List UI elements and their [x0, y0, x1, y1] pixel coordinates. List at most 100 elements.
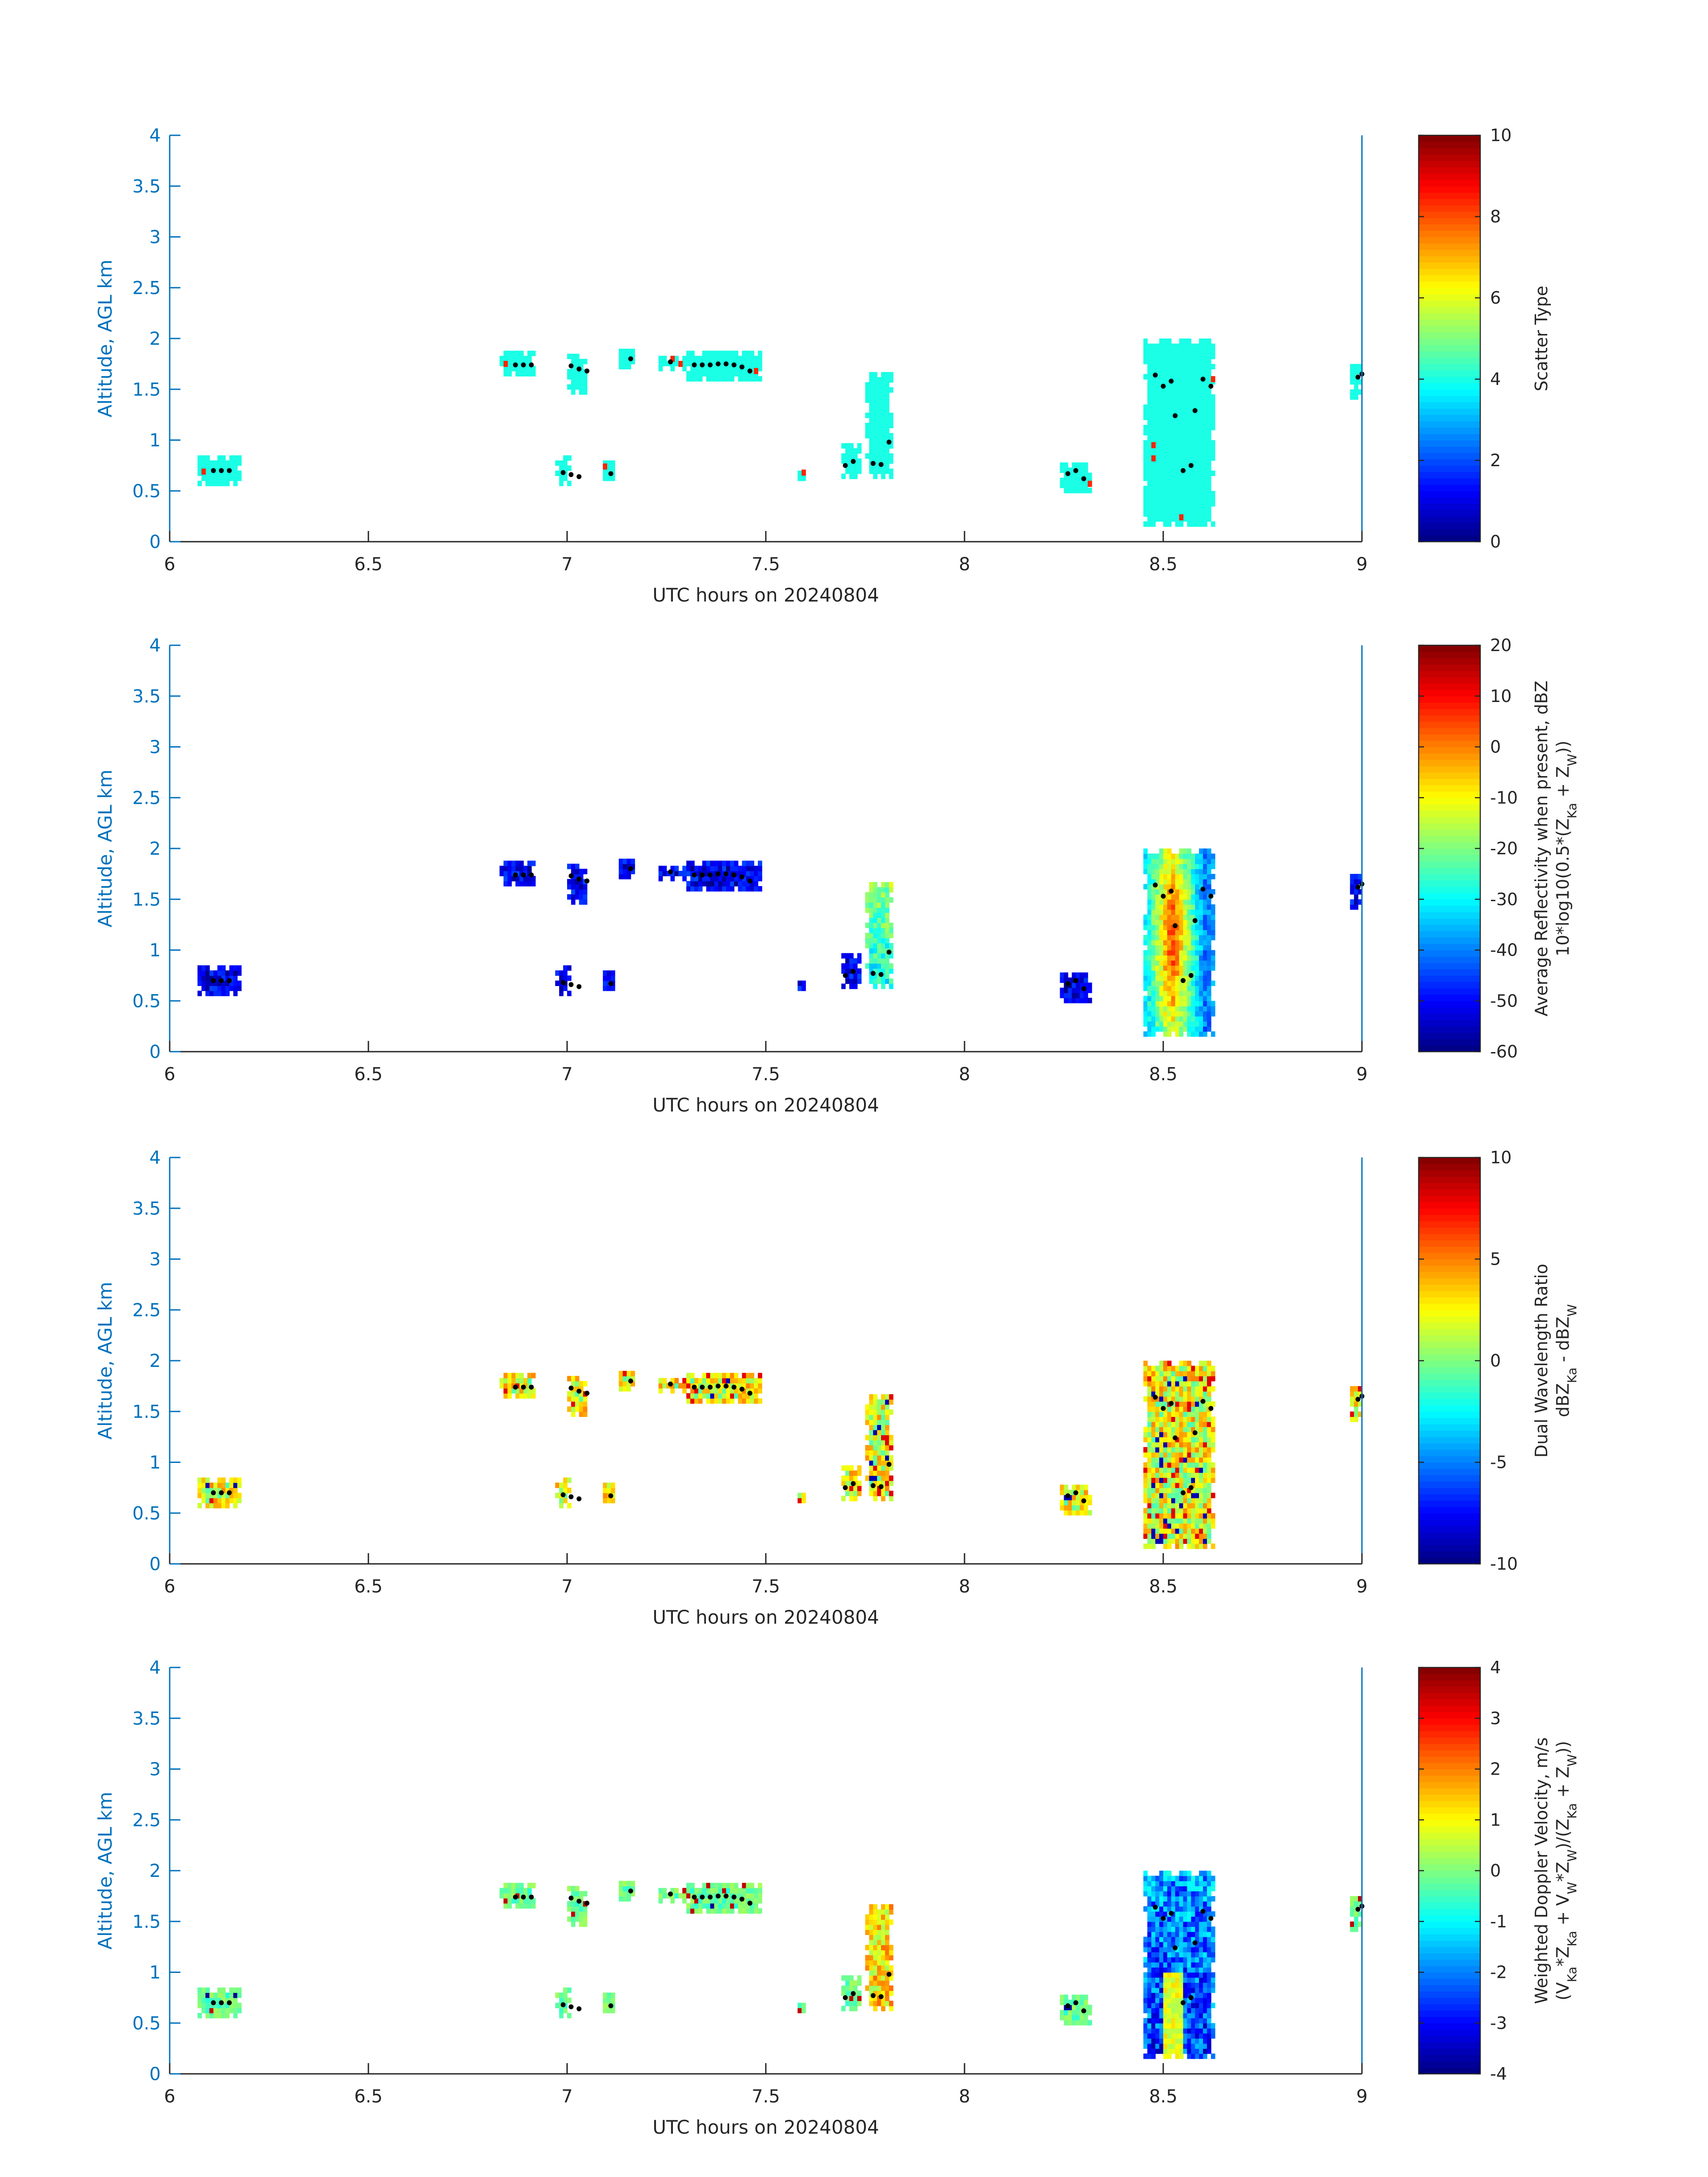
data-cell	[690, 876, 695, 882]
data-cell	[877, 382, 881, 388]
data-cell	[802, 469, 806, 476]
data-cell	[1163, 1896, 1168, 1902]
data-cell	[722, 1378, 727, 1383]
data-cell	[1163, 1426, 1168, 1433]
data-cell	[1163, 1498, 1168, 1504]
data-cell	[889, 943, 894, 949]
data-cell	[201, 1488, 206, 1493]
data-cell	[1183, 950, 1188, 956]
data-cell	[1167, 450, 1172, 456]
data-cell	[1155, 1942, 1160, 1947]
data-cell	[750, 871, 755, 877]
data-cell	[881, 1470, 885, 1476]
data-cell	[742, 351, 747, 356]
data-cell	[1159, 1391, 1164, 1397]
marker-dot	[851, 459, 856, 464]
data-cell	[873, 1496, 877, 1501]
data-cell	[225, 1483, 230, 1488]
data-cell	[857, 978, 862, 984]
data-cell	[706, 1388, 711, 1394]
data-cell	[1151, 889, 1156, 895]
data-cell	[881, 1995, 885, 2001]
data-cell	[527, 351, 532, 356]
data-cell	[1191, 1391, 1195, 1397]
data-cell	[865, 428, 870, 434]
data-cell	[1187, 1503, 1192, 1508]
data-cell	[1163, 1931, 1168, 1937]
data-cell	[1195, 1962, 1199, 1968]
data-cell	[1187, 2008, 1192, 2014]
data-cell	[197, 1997, 202, 2003]
data-cell	[1171, 1406, 1176, 1412]
data-cell	[1159, 940, 1164, 945]
data-cell	[618, 1386, 623, 1392]
data-cell	[1187, 2038, 1192, 2044]
data-cell	[1358, 1411, 1362, 1417]
data-cell	[1147, 935, 1152, 940]
data-cell	[742, 1378, 747, 1383]
colorbar-swatch	[1419, 734, 1480, 741]
data-cell	[1064, 2005, 1069, 2010]
data-cell	[1211, 965, 1215, 971]
data-cell	[563, 465, 568, 471]
data-cell	[515, 1373, 520, 1379]
data-cell	[519, 1378, 524, 1383]
data-cell	[686, 1903, 691, 1909]
data-cell	[1183, 940, 1188, 945]
data-cell	[873, 1919, 877, 1925]
data-cell	[1187, 450, 1192, 456]
data-cell	[1064, 1999, 1069, 2006]
colorbar-swatch	[1419, 389, 1480, 396]
data-cell	[237, 970, 242, 976]
data-cell	[583, 1921, 588, 1927]
data-cell	[869, 897, 874, 903]
data-cell	[1183, 2008, 1188, 2014]
data-cell	[1195, 374, 1199, 380]
data-cell	[1143, 1947, 1148, 1952]
data-cell	[873, 372, 877, 378]
data-cell	[1203, 1891, 1207, 1897]
data-cell	[738, 1903, 743, 1909]
data-cell	[527, 881, 532, 886]
colorbar-swatch	[1419, 721, 1480, 728]
data-cell	[631, 1886, 635, 1892]
data-cell	[845, 1975, 850, 1981]
data-cell	[873, 882, 877, 888]
data-cell	[734, 1893, 739, 1899]
data-cell	[575, 1906, 580, 1912]
marker-dot	[700, 1384, 705, 1390]
data-cell	[626, 1891, 631, 1897]
data-cell	[1147, 1962, 1152, 1968]
colorbar-swatch	[1419, 1189, 1480, 1196]
data-cell	[1191, 1011, 1195, 1017]
data-cell	[1163, 986, 1168, 991]
data-cell	[1187, 1472, 1192, 1478]
data-cell	[849, 1465, 854, 1471]
data-cell	[1199, 1513, 1203, 1519]
data-cell	[730, 1888, 735, 1893]
data-cell	[1151, 955, 1156, 961]
data-cell	[217, 2013, 222, 2018]
data-cell	[1199, 1947, 1203, 1952]
data-cell	[1159, 409, 1164, 415]
data-cell	[1183, 1381, 1188, 1387]
data-cell	[1147, 1376, 1152, 1382]
data-cell	[1175, 1513, 1180, 1519]
data-cell	[889, 2001, 894, 2006]
data-cell	[579, 1896, 584, 1902]
data-cell	[1143, 1462, 1148, 1468]
data-cell	[873, 1939, 877, 1945]
data-cell	[1183, 1876, 1188, 1881]
data-cell	[1175, 1467, 1180, 1473]
data-cell	[1155, 1533, 1160, 1539]
data-cell	[758, 376, 762, 382]
data-cell	[714, 1388, 718, 1394]
data-cell	[1171, 945, 1176, 951]
data-cell	[1147, 374, 1152, 380]
data-cell	[738, 355, 743, 361]
data-cell	[1171, 1457, 1176, 1463]
data-cell	[531, 1373, 536, 1379]
data-cell	[877, 422, 881, 428]
colorbar-swatch	[1419, 709, 1480, 716]
